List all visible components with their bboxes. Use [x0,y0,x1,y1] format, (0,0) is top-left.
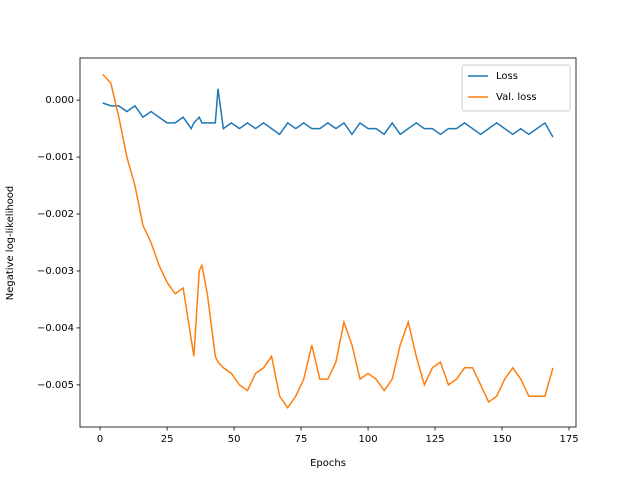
x-tick-label: 100 [359,434,378,445]
y-tick-label: 0.000 [45,95,74,106]
legend-label: Val. loss [496,92,537,103]
legend-box [461,64,571,112]
y-tick-label: −0.002 [37,209,74,220]
x-tick-label: 150 [492,434,511,445]
plot-frame [79,57,577,428]
x-tick-label: 0 [97,434,103,445]
y-axis-label: Negative log-likelihood [5,186,16,301]
x-tick-label: 75 [295,434,308,445]
y-tick-label: −0.005 [37,380,74,391]
y-tick-label: −0.003 [37,266,74,277]
x-axis-label: Epochs [310,458,346,469]
x-tick-label: 125 [426,434,445,445]
line-series [102,73,554,409]
legend-label: Loss [496,71,518,82]
x-tick-label: 25 [161,434,174,445]
line-series [102,88,554,138]
x-tick-label: 175 [559,434,578,445]
x-tick-label: 50 [228,434,241,445]
y-tick-label: −0.001 [37,152,74,163]
y-tick-label: −0.004 [37,323,74,334]
